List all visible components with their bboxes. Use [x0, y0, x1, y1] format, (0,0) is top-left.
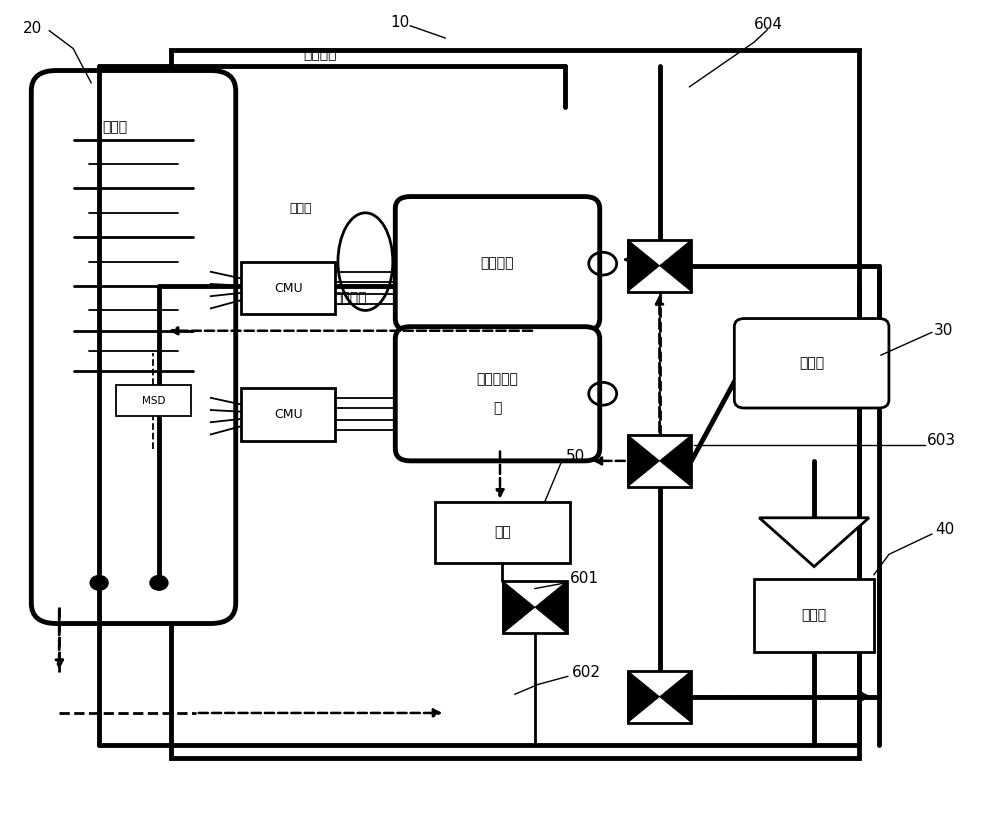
Text: 储液器: 储液器	[802, 609, 827, 623]
Bar	[171, 50, 859, 758]
Bar	[628, 240, 691, 291]
Polygon shape	[660, 240, 691, 291]
Text: 电池包: 电池包	[102, 121, 128, 135]
Text: 水泵: 水泵	[494, 525, 511, 539]
Circle shape	[150, 575, 168, 590]
Polygon shape	[660, 435, 691, 487]
Polygon shape	[535, 581, 567, 633]
Polygon shape	[628, 240, 660, 291]
Text: 负极总线: 负极总线	[334, 291, 367, 305]
Bar	[628, 671, 691, 723]
Bar	[116, 385, 191, 416]
Text: 固态继电器: 固态继电器	[477, 372, 518, 386]
Bar	[241, 262, 335, 314]
Polygon shape	[759, 518, 869, 566]
FancyBboxPatch shape	[395, 197, 600, 330]
Polygon shape	[660, 671, 691, 723]
Text: 10: 10	[390, 15, 410, 30]
Text: CMU: CMU	[274, 408, 302, 420]
Text: 50: 50	[566, 450, 585, 464]
Text: 20: 20	[23, 20, 43, 36]
Circle shape	[90, 575, 108, 590]
FancyBboxPatch shape	[395, 326, 600, 461]
Text: 正极总线: 正极总线	[304, 47, 337, 61]
Text: 组: 组	[493, 401, 502, 415]
FancyBboxPatch shape	[734, 318, 889, 408]
Bar	[628, 435, 691, 487]
Bar	[435, 502, 570, 562]
FancyBboxPatch shape	[31, 70, 236, 623]
Text: 均衡电阻: 均衡电阻	[481, 257, 514, 271]
Text: 602: 602	[572, 665, 601, 680]
Bar	[241, 388, 335, 441]
Polygon shape	[503, 581, 535, 633]
Bar	[754, 579, 874, 652]
Text: 603: 603	[927, 433, 956, 448]
Text: 604: 604	[754, 16, 783, 32]
Polygon shape	[628, 435, 660, 487]
Bar	[503, 581, 567, 633]
Text: 均衡线: 均衡线	[289, 202, 312, 215]
Polygon shape	[628, 671, 660, 723]
Text: MSD: MSD	[142, 396, 165, 406]
Text: 40: 40	[935, 522, 954, 538]
Text: CMU: CMU	[274, 282, 302, 295]
Text: 冷却器: 冷却器	[799, 357, 824, 370]
Text: 30: 30	[934, 323, 953, 339]
Text: 601: 601	[570, 571, 599, 586]
